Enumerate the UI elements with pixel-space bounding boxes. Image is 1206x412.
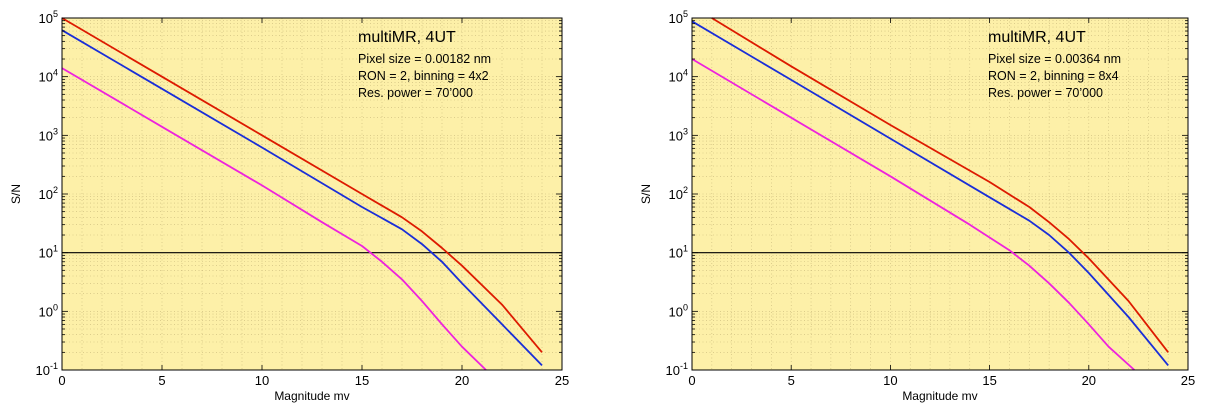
annotation-line: RON = 2, binning = 4x2 <box>358 69 489 83</box>
x-tick-label: 5 <box>158 373 165 388</box>
y-tick-label: 10-1 <box>666 361 688 378</box>
y-axis-label: S/N <box>639 184 653 204</box>
annotation-line: Res. power = 70’000 <box>988 86 1103 100</box>
chart-panel-1: 0 5 10 15 20 25 10-1 100 101 102 103 104 105 Magnitud… <box>9 9 569 403</box>
y-tick-label: 10-1 <box>36 361 58 378</box>
series-line-3 <box>61 67 487 371</box>
chart-panel-2: 0 5 10 15 20 25 10-1 100 101 102 103 104 105 Magnitud… <box>639 9 1195 403</box>
x-tick-label: 10 <box>255 373 269 388</box>
series-line-2 <box>691 20 1169 366</box>
x-tick-label: 15 <box>982 373 996 388</box>
series-line-1 <box>711 17 1169 353</box>
x-tick-label: 5 <box>788 373 795 388</box>
y-tick-label: 105 <box>669 9 688 26</box>
x-tick-label: 20 <box>1082 373 1096 388</box>
x-tick-label: 10 <box>883 373 897 388</box>
series-line-2 <box>61 29 543 367</box>
grid <box>61 18 563 371</box>
y-tick-label: 104 <box>669 68 688 85</box>
x-axis-label: Magnitude mv <box>902 389 977 403</box>
ticks <box>691 17 1189 371</box>
y-tick-label: 104 <box>39 68 58 85</box>
series-group <box>61 17 543 371</box>
x-tick-label: 0 <box>58 373 65 388</box>
y-tick-label: 100 <box>669 302 688 319</box>
y-tick-label: 105 <box>39 9 58 26</box>
y-axis-label: S/N <box>9 184 23 204</box>
y-tick-label: 103 <box>39 126 58 143</box>
y-tick-label: 102 <box>39 185 58 202</box>
x-tick-label: 0 <box>688 373 695 388</box>
ticks <box>61 17 563 371</box>
y-tick-label: 101 <box>669 244 688 261</box>
x-axis-label: Magnitude mv <box>274 389 349 403</box>
x-tick-label: 25 <box>555 373 569 388</box>
annotation-title: multiMR, 4UT <box>358 29 456 46</box>
annotation-line: Pixel size = 0.00364 nm <box>988 52 1121 66</box>
grid <box>691 18 1189 371</box>
x-tick-label: 15 <box>355 373 369 388</box>
x-tick-label: 25 <box>1181 373 1195 388</box>
annotation-line: Pixel size = 0.00182 nm <box>358 52 491 66</box>
x-tick-label: 20 <box>455 373 469 388</box>
series-line-3 <box>691 58 1136 371</box>
y-tick-label: 102 <box>669 185 688 202</box>
series-group <box>691 17 1169 371</box>
series-line-1 <box>61 17 543 353</box>
y-tick-label: 100 <box>39 302 58 319</box>
y-tick-label: 103 <box>669 126 688 143</box>
annotation-line: Res. power = 70’000 <box>358 86 473 100</box>
y-tick-label: 101 <box>39 244 58 261</box>
annotation-line: RON = 2, binning = 8x4 <box>988 69 1119 83</box>
annotation-title: multiMR, 4UT <box>988 29 1086 46</box>
